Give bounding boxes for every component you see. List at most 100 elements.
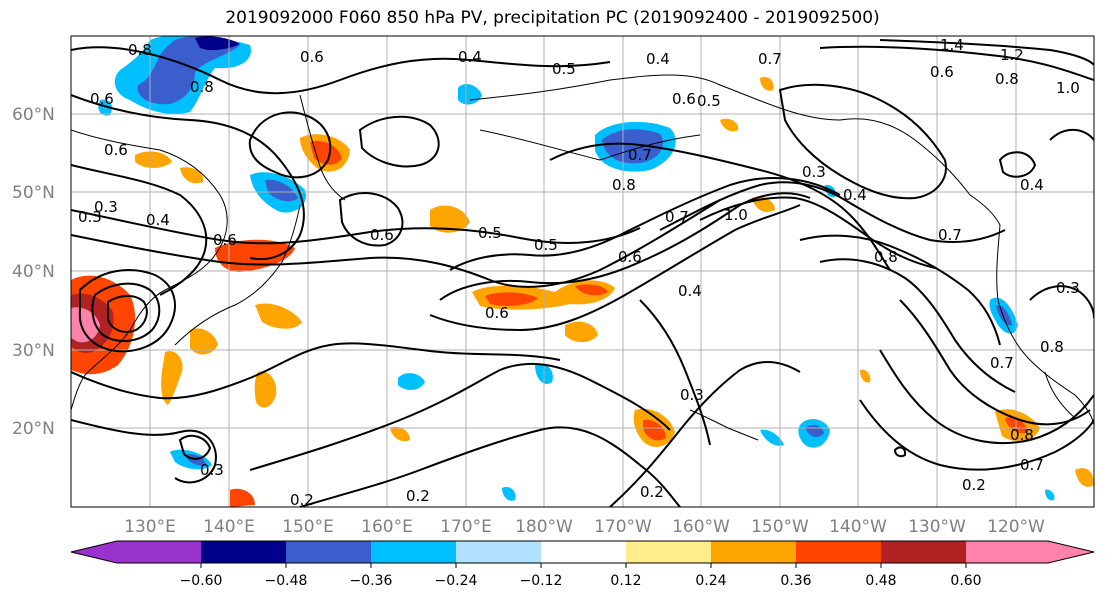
map-title: 2019092000 F060 850 hPa PV, precipitatio… [225,8,880,28]
pv-contour-label: 0.3 [200,461,224,479]
pv-contour [439,192,811,301]
pv-contour-label: 0.2 [640,483,664,501]
pv-contour [859,399,1094,471]
pv-contour-label: 0.7 [1020,456,1044,474]
colorbar-tick-label: −0.12 [520,573,563,589]
pv-contour [71,199,721,288]
longitude-label: 170°W [594,517,652,537]
pv-contour [338,192,404,247]
coastline-asia [71,129,228,411]
pv-contour [799,234,1001,346]
latitude-label: 40°N [12,262,55,282]
precip-positive-area [860,369,871,383]
pv-contour-label: 1.0 [724,206,748,224]
precip-negative-area [265,179,298,202]
precip-positive-area [720,118,739,132]
precip-positive-area [643,419,666,441]
pv-contour [299,426,681,507]
colorbar-ticks [200,563,967,568]
pv-contour-label: 0.7 [758,50,782,68]
pv-contour [778,83,947,200]
pv-contour-label: 0.3 [802,163,826,181]
pv-contour [71,209,641,245]
precip-negative-area [1045,489,1055,501]
pv-contour-label: 0.3 [680,386,704,404]
colorbar-segment [881,541,966,563]
colorbar-segment [201,541,286,563]
longitude-label: 180°W [515,517,573,537]
pv-contour [91,282,161,342]
coastline-kamchatka [299,94,346,201]
precip-negative-area [996,305,1012,326]
pv-contour-label: 0.8 [190,78,214,96]
pv-contour [71,419,217,484]
longitude-label: 160°W [672,517,730,537]
longitude-label: 150°W [751,517,809,537]
pv-contour-label: 1.2 [1000,46,1024,64]
colorbar-outline [70,540,1095,564]
latitude-label: 50°N [12,183,55,203]
precip-positive-area [390,426,410,442]
coastline-japan [174,204,301,346]
longitude-label: 130°E [124,517,176,537]
pv-contour-labels: 0.8 0.6 0.4 0.5 0.4 0.7 1.4 1.2 1.0 0.6 … [78,36,1080,509]
precip-positive-area [161,351,183,405]
colorbar-tick-label: −0.48 [265,573,308,589]
precip-positive-area [190,328,218,355]
longitude-label: 160°E [361,517,413,537]
coastline-hawaii [689,409,759,441]
pv-contour [248,111,332,179]
colorbar-segment [71,541,201,563]
pv-contour-label: 0.4 [146,211,170,229]
pv-contour-label: 0.5 [552,60,576,78]
colorbar-segment [626,541,711,563]
precip-positive-area [135,151,172,168]
pv-contour-label: 0.6 [485,304,509,322]
colorbar-segment [286,541,371,563]
precip-positive-area [255,303,302,329]
colorbar-segment [541,541,626,563]
pv-contours [71,39,1094,507]
pv-contour [819,258,1016,393]
precip-positive-area [575,284,608,296]
colorbar-tick-label: 0.12 [610,573,641,589]
coastlines [71,74,1094,441]
latitude-label: 30°N [12,341,55,361]
precip-positive-area [485,292,538,306]
pv-contour-label: 0.3 [1056,279,1080,297]
pv-contour [71,342,561,400]
colorbar-segment [966,541,1094,563]
pv-contour-label: 0.8 [1010,426,1034,444]
pv-contour-label: 0.4 [1020,176,1044,194]
longitude-label: 150°E [282,517,334,537]
latitude-labels: 60°N 50°N 40°N 30°N 20°N [12,105,55,439]
pv-contour-label: 0.6 [930,63,954,81]
pv-contour-label: 0.7 [990,354,1014,372]
pv-contour-label: 0.6 [618,248,642,266]
pv-contour [449,176,841,271]
colorbar-tick-label: 0.36 [780,573,811,589]
pv-contour [879,349,1094,445]
colorbar-segment [371,541,456,563]
latitude-label: 60°N [12,105,55,125]
pv-contour-label: 0.8 [128,41,152,59]
colorbar-tick-label: 0.48 [865,573,896,589]
pv-contour [71,164,208,296]
pv-contour-label: 0.8 [874,248,898,266]
pv-contour [78,269,176,353]
pv-contour-label: 1.0 [1056,79,1080,97]
pv-contour [549,142,891,271]
pv-contour-label: 0.4 [843,186,867,204]
pv-contour-label: 1.4 [940,36,964,54]
pv-contour [819,45,1094,81]
pv-contour-label: 0.3 [78,208,102,226]
pv-contour-label: 0.6 [213,231,237,249]
pv-contour [358,115,440,168]
colorbar-segment [796,541,881,563]
pv-contour [893,446,907,458]
longitude-label: 120°W [987,517,1045,537]
colorbar-tick-label: −0.60 [180,573,223,589]
pv-contour [71,94,305,260]
pv-contour-label: 0.6 [104,141,128,159]
pv-contour-label: 0.8 [995,70,1019,88]
